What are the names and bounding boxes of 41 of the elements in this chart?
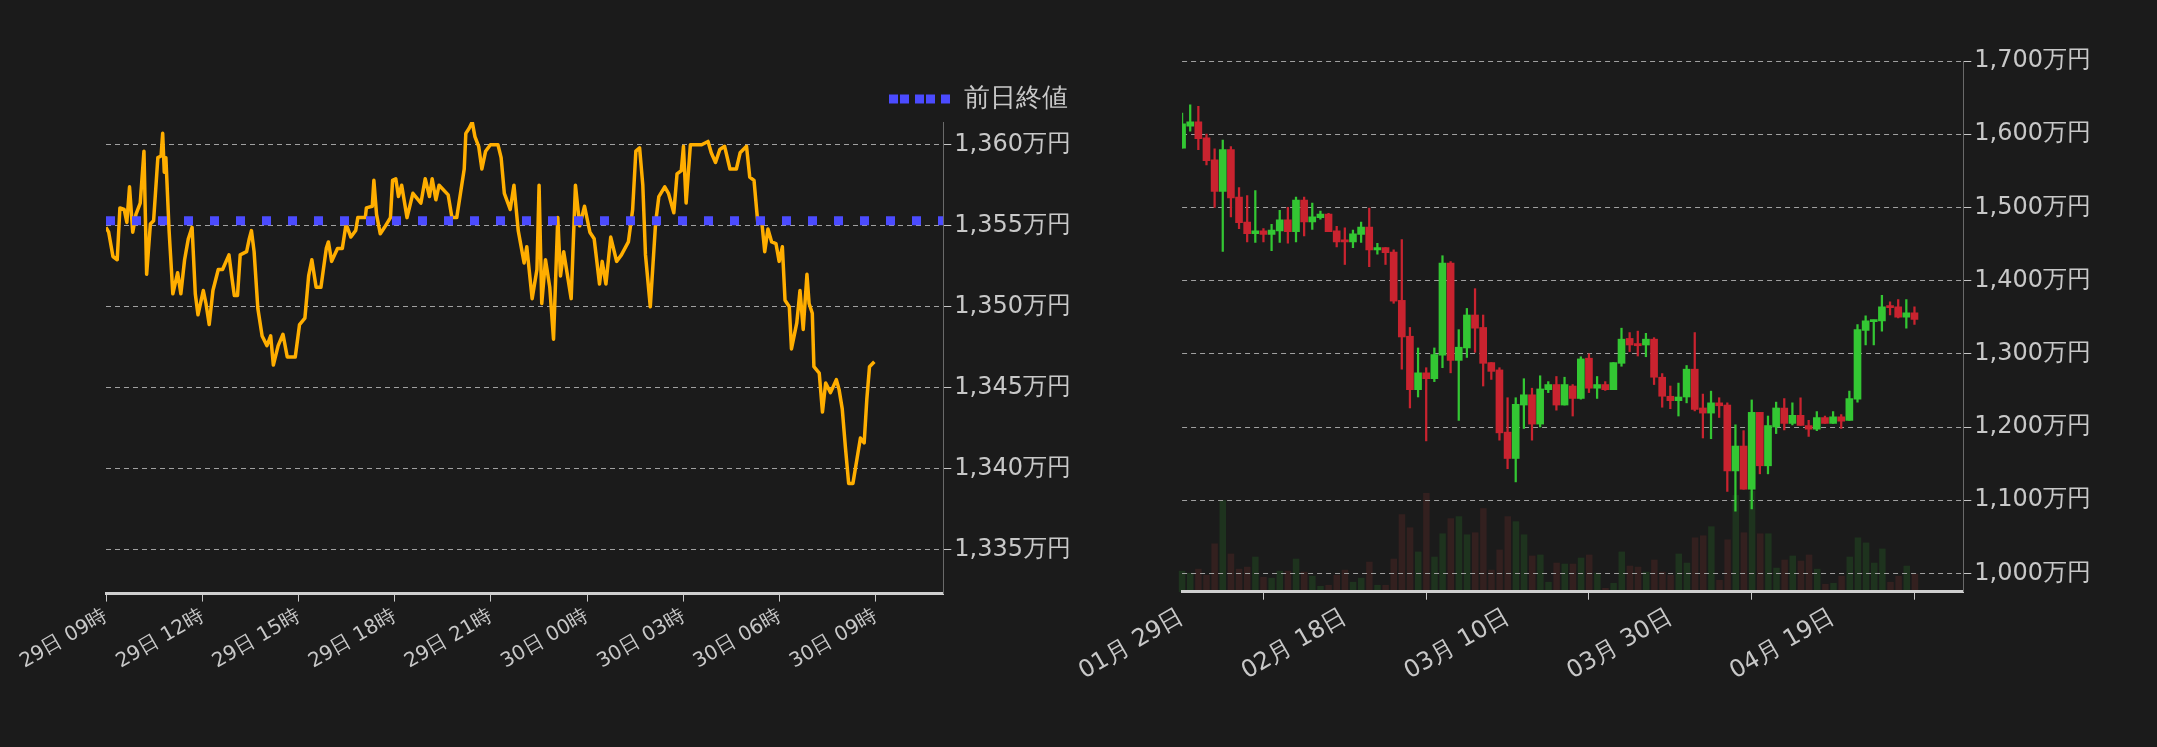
y-tick-label: 1,350万円 (954, 290, 1072, 319)
y-tick-label: 1,360万円 (954, 128, 1072, 157)
bar (1252, 556, 1259, 592)
x-tick-label: 02月 18日 (1235, 601, 1351, 685)
candlestick (1373, 242, 1382, 255)
y-tick-label: 1,500万円 (1974, 191, 2092, 220)
x-tick-label: 30日 06時 (688, 603, 785, 673)
bar (1594, 572, 1601, 592)
bar (1268, 577, 1275, 592)
x-tick-label: 29日 18時 (303, 603, 400, 673)
y-tick-label: 1,200万円 (1974, 411, 2092, 440)
bar (1423, 492, 1430, 592)
x-tick-label: 29日 21時 (399, 603, 497, 673)
y-tick-label: 1,400万円 (1974, 264, 2092, 293)
x-tick-label: 04月 19日 (1724, 601, 1840, 685)
x-tick-label: 30日 03時 (592, 603, 689, 673)
x-tick-label: 03月 30日 (1561, 601, 1677, 685)
x-tick-label: 29日 15時 (207, 603, 304, 673)
y-tick-label: 1,100万円 (1974, 484, 2092, 513)
y-tick-label: 1,355万円 (954, 209, 1072, 238)
bar (1838, 575, 1845, 592)
y-tick-label: 1,335万円 (954, 534, 1072, 563)
x-tick-label: 29日 09時 (14, 603, 112, 673)
bar (1260, 576, 1267, 592)
bar (1879, 548, 1886, 592)
y-tick-label: 1,345万円 (954, 372, 1072, 401)
bar (1366, 561, 1373, 592)
x-tick-label: 30日 00時 (496, 603, 593, 673)
y-tick-label: 1,600万円 (1974, 118, 2092, 147)
x-tick-label: 30日 09時 (784, 603, 882, 673)
y-tick-label: 1,700万円 (1974, 45, 2092, 74)
bar (1553, 562, 1560, 592)
x-tick-label: 29日 12時 (111, 603, 208, 673)
y-tick-label: 1,000万円 (1974, 557, 2092, 586)
y-tick-label: 1,300万円 (1974, 338, 2092, 367)
legend-label: 前日終値 (964, 81, 1068, 112)
bar (1708, 526, 1715, 592)
y-tick-label: 1,340万円 (954, 453, 1072, 482)
bar (1447, 517, 1455, 592)
bar (1781, 559, 1788, 592)
x-tick-label: 03月 10日 (1398, 601, 1514, 685)
